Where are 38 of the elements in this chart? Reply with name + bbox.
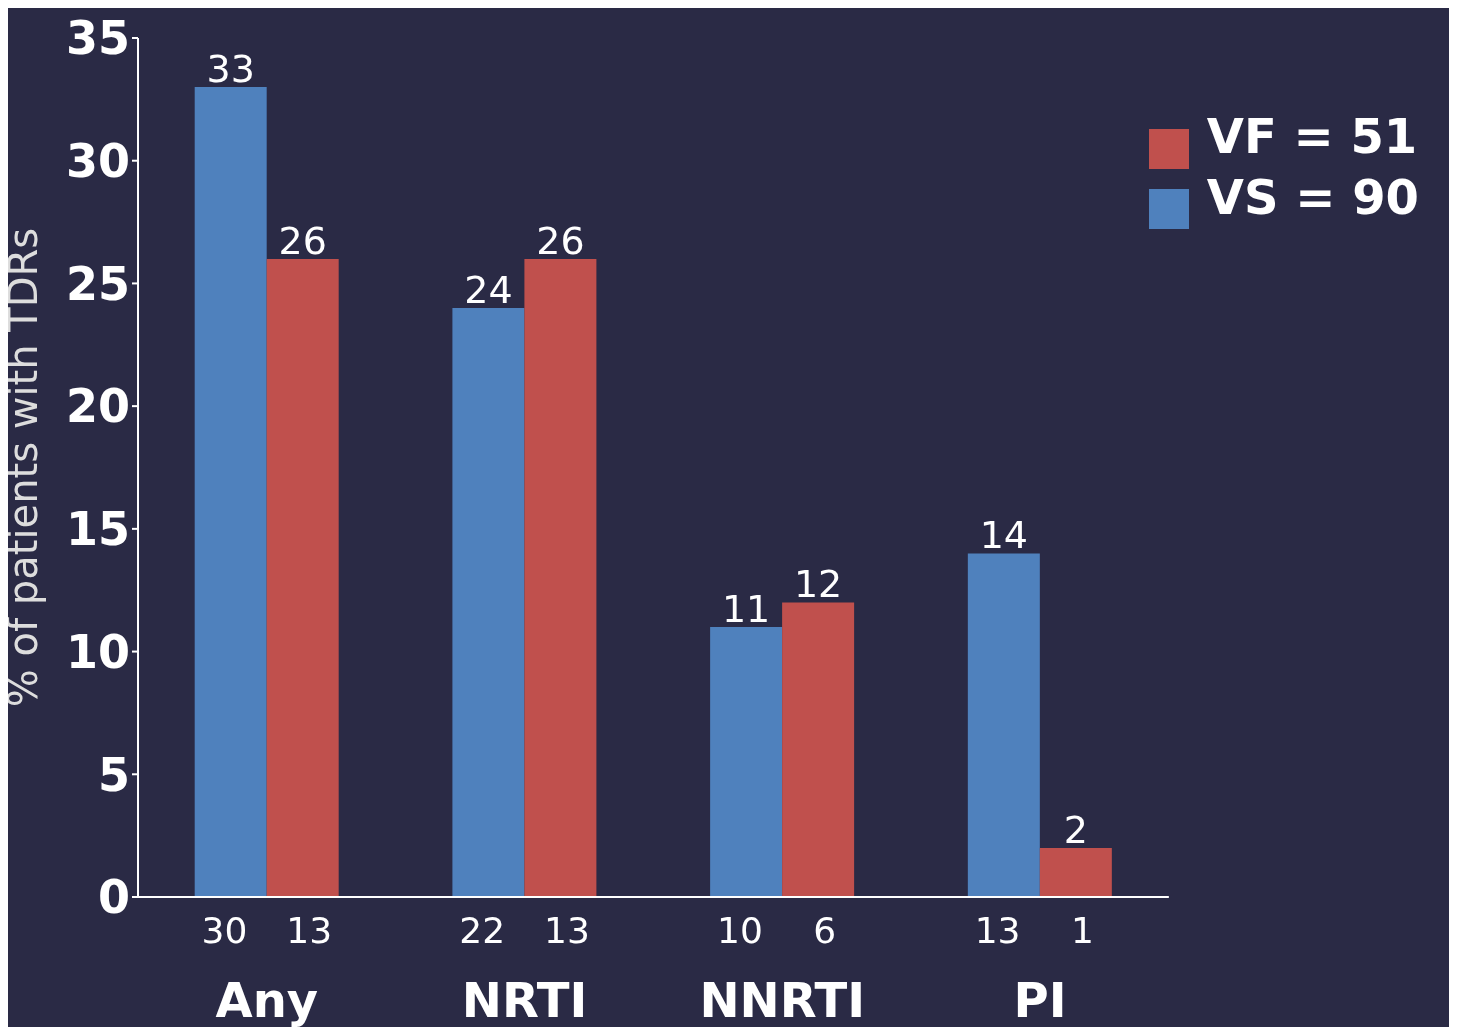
data-label: 26	[278, 218, 327, 263]
bar	[452, 307, 525, 897]
data-label: 26	[536, 218, 585, 263]
y-tick-label: 35	[65, 11, 130, 66]
bar	[266, 258, 339, 897]
data-label: 33	[206, 47, 255, 92]
text: 22	[459, 910, 506, 951]
bar	[1039, 847, 1112, 897]
data-label: 12	[793, 562, 843, 607]
x-tick-label: Any	[215, 972, 319, 1028]
bar	[967, 553, 1040, 897]
text: 13	[974, 910, 1021, 951]
text: 13	[286, 910, 333, 951]
data-label: 11	[721, 587, 771, 632]
bar	[194, 87, 267, 897]
y-tick-label: 0	[97, 870, 130, 925]
text: 6	[813, 910, 837, 951]
y-tick-label: 20	[65, 379, 130, 434]
data-label: 2	[1063, 807, 1088, 852]
legend-label: VS = 90	[1206, 168, 1419, 225]
bar	[524, 258, 597, 897]
x-tick-label: NNRTI	[699, 972, 866, 1028]
y-tick-label: 30	[65, 134, 130, 189]
y-tick-label: 5	[97, 747, 130, 802]
bar	[710, 627, 783, 897]
text: 30	[201, 910, 248, 951]
y-tick-label: 15	[65, 502, 130, 557]
x-tick-label: PI	[1013, 972, 1067, 1028]
text: 1	[1070, 910, 1094, 951]
y-tick-label: 25	[65, 256, 130, 311]
bar	[782, 602, 855, 897]
text: 13	[544, 910, 590, 951]
text: 10	[716, 910, 763, 951]
x-tick-label: NRTI	[461, 972, 588, 1028]
data-label: 14	[979, 513, 1029, 558]
legend-label: VF = 51	[1206, 108, 1418, 164]
y-tick-label: 10	[65, 624, 130, 679]
data-label: 24	[464, 267, 513, 312]
